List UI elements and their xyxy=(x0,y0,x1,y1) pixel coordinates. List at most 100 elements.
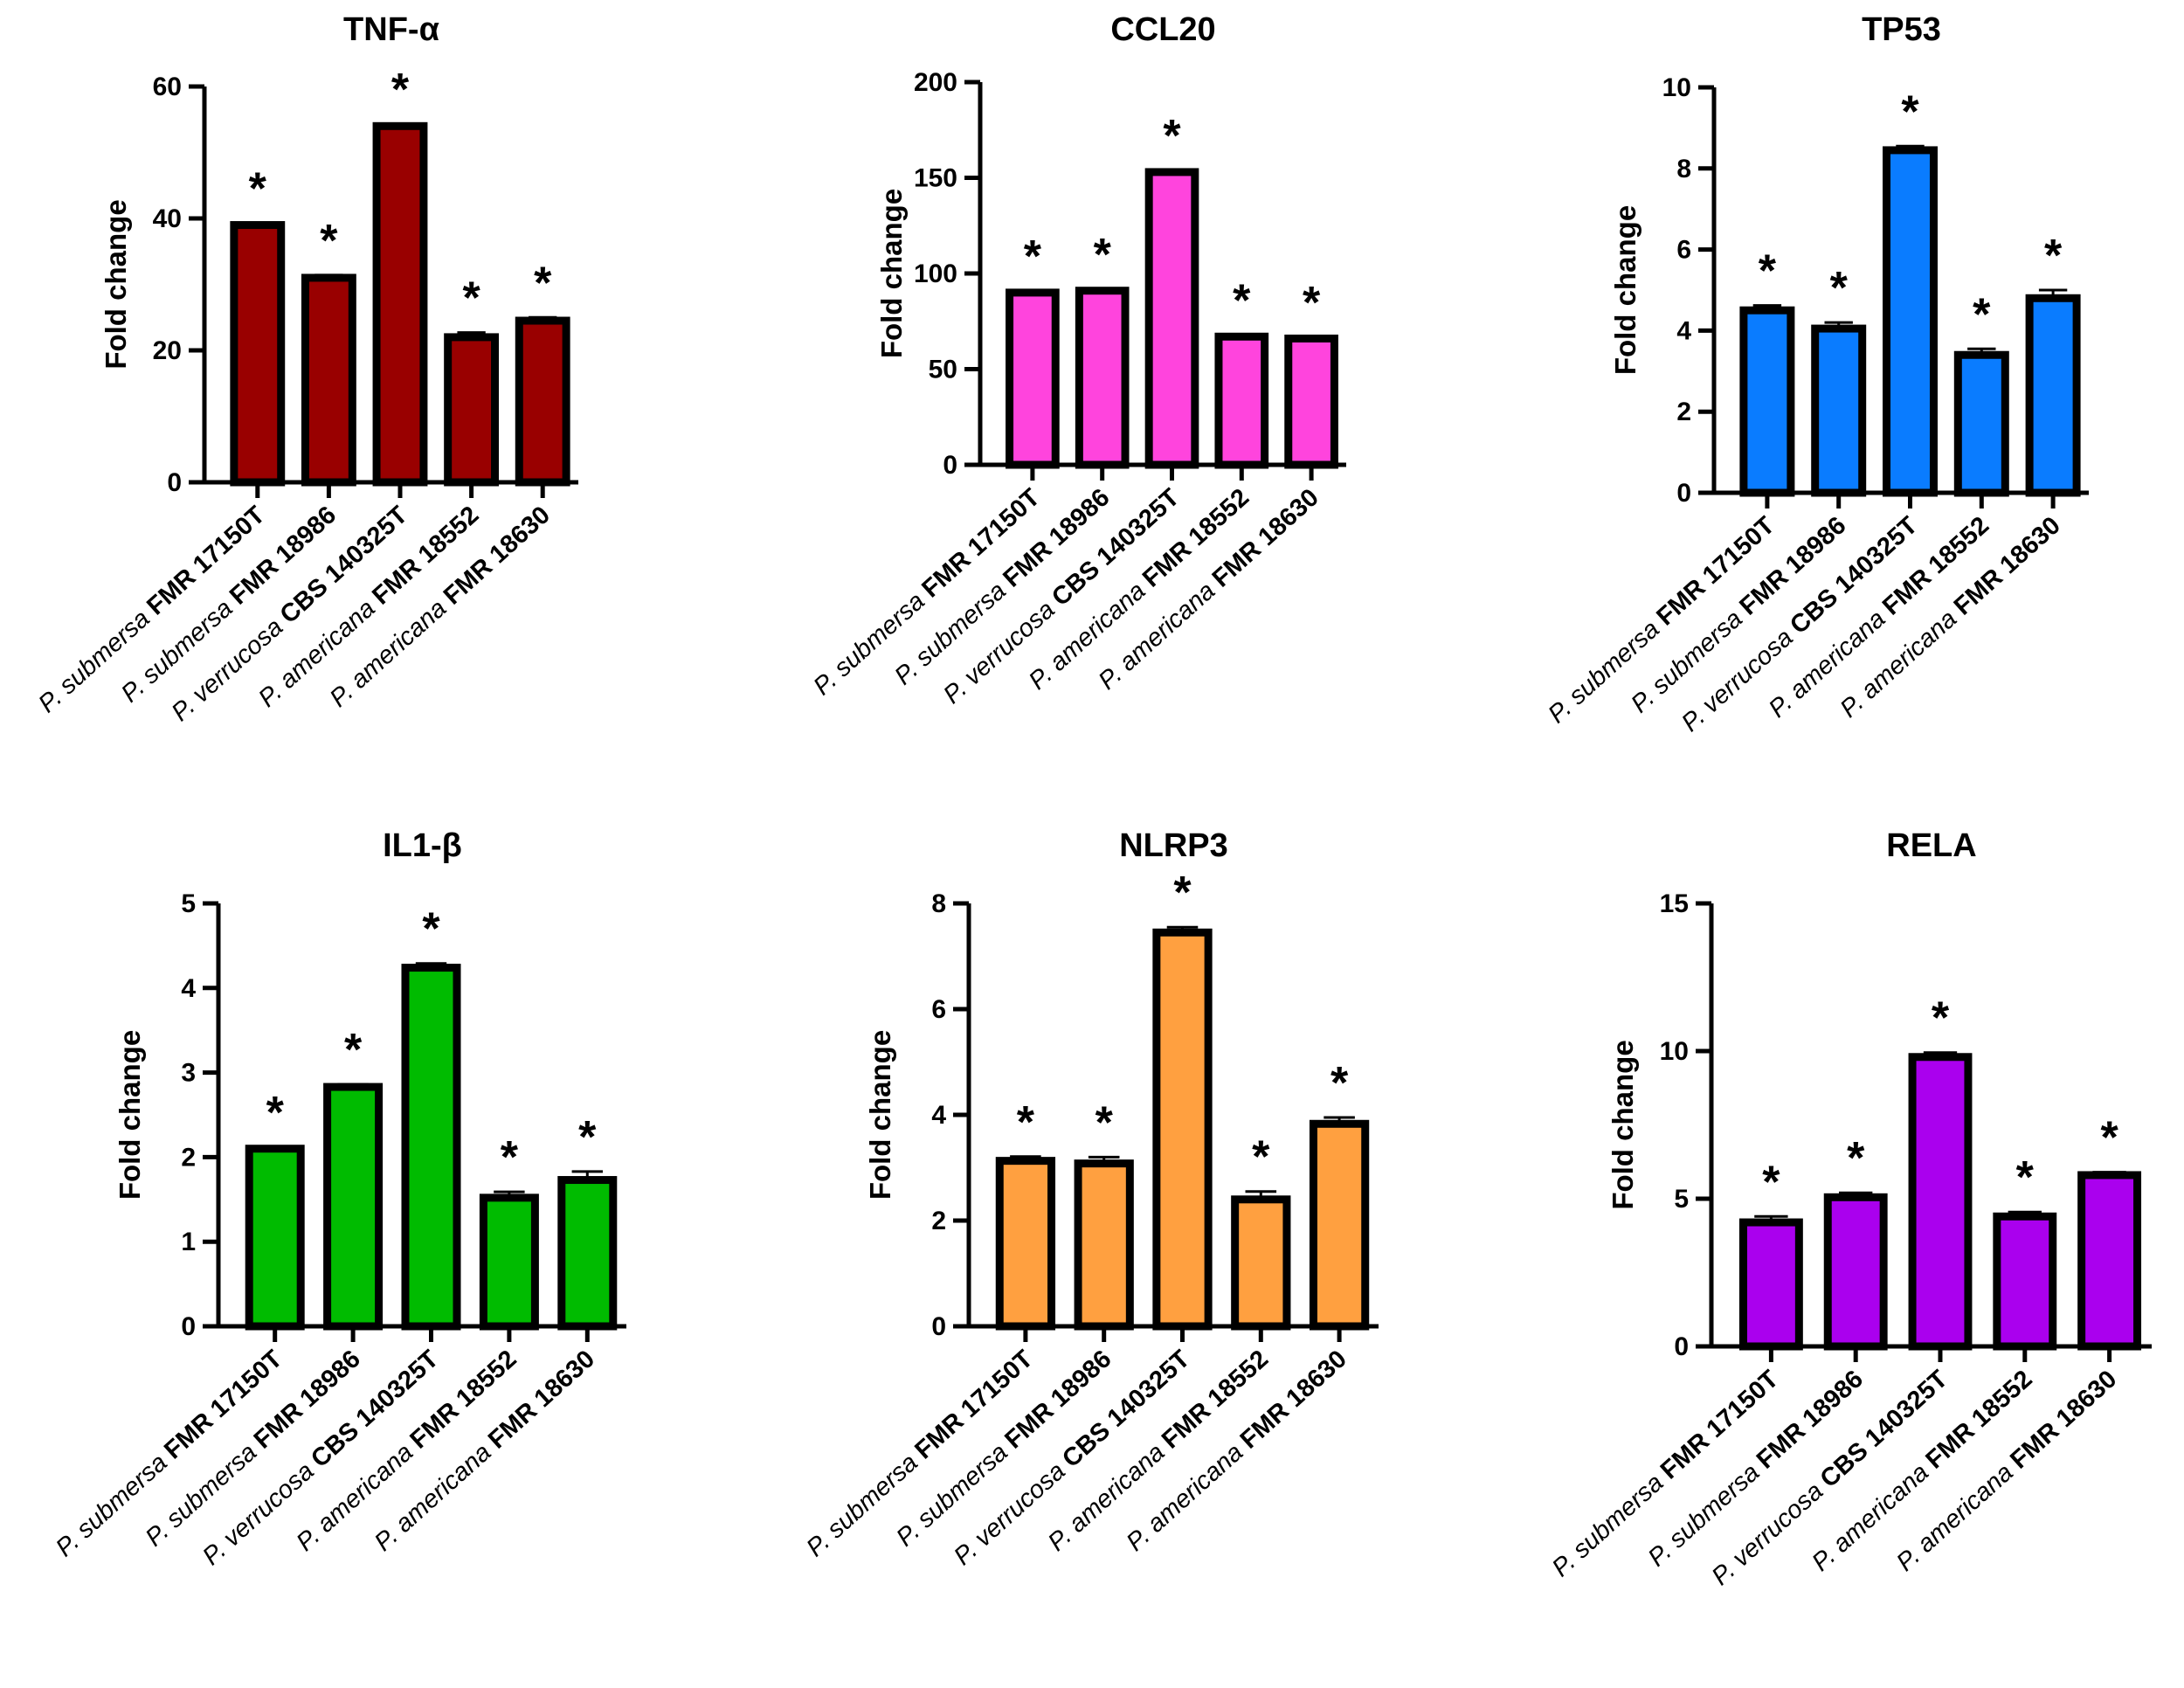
species-name: P. americana xyxy=(1764,600,1897,723)
bar xyxy=(1993,1212,2057,1351)
significance-marker: * xyxy=(1252,1132,1270,1183)
y-tick-label: 8 xyxy=(931,889,946,918)
bar xyxy=(995,1157,1056,1331)
y-axis-label: Fold change xyxy=(100,199,132,369)
chart-title: RELA xyxy=(1886,827,1976,864)
bar xyxy=(245,1145,305,1331)
y-axis-label: Fold change xyxy=(1607,1040,1639,1209)
bar xyxy=(1739,306,1795,497)
y-tick-label: 0 xyxy=(181,1312,196,1341)
significance-marker: * xyxy=(1901,86,1919,137)
significance-marker: * xyxy=(249,163,267,214)
significance-marker: * xyxy=(1094,230,1112,280)
bar xyxy=(479,1193,539,1331)
y-tick-label: 40 xyxy=(153,204,182,233)
species-name: P. americana xyxy=(253,590,386,713)
y-tick-label: 60 xyxy=(153,73,182,101)
y-tick-label: 0 xyxy=(1676,479,1691,508)
significance-marker: * xyxy=(534,258,552,308)
y-tick-label: 0 xyxy=(1674,1332,1689,1361)
bar xyxy=(1006,288,1060,469)
y-tick-label: 4 xyxy=(931,1101,946,1130)
significance-marker: * xyxy=(344,1025,363,1076)
bar xyxy=(1309,1119,1370,1331)
y-tick-label: 2 xyxy=(931,1207,946,1235)
chart-title: IL1-β xyxy=(383,827,462,864)
bar xyxy=(301,273,356,487)
significance-marker: * xyxy=(2044,231,2063,281)
y-tick-label: 100 xyxy=(914,259,957,288)
bar xyxy=(1144,168,1199,469)
significance-marker: * xyxy=(391,65,410,115)
significance-marker: * xyxy=(501,1132,519,1183)
bar xyxy=(1953,350,2009,497)
species-name: P. americana xyxy=(325,590,458,713)
significance-marker: * xyxy=(2016,1152,2035,1203)
y-tick-label: 5 xyxy=(181,889,196,918)
y-tick-label: 10 xyxy=(1660,1037,1689,1066)
y-axis-label: Fold change xyxy=(114,1030,146,1200)
significance-marker: * xyxy=(320,216,338,266)
bar xyxy=(1811,324,1867,497)
y-axis-label: Fold change xyxy=(864,1030,896,1200)
significance-marker: * xyxy=(2100,1113,2118,1164)
y-axis-label: Fold change xyxy=(875,189,908,358)
bar xyxy=(230,221,286,487)
bar xyxy=(1214,332,1269,469)
chart-title: NLRP3 xyxy=(1119,827,1228,864)
y-tick-label: 0 xyxy=(943,451,957,480)
y-tick-label: 150 xyxy=(914,164,957,193)
bar xyxy=(444,333,500,487)
bar xyxy=(1152,928,1213,1331)
bar xyxy=(372,121,428,487)
bar xyxy=(557,1176,618,1331)
y-tick-label: 0 xyxy=(167,468,182,497)
significance-marker: * xyxy=(1759,246,1777,297)
significance-marker: * xyxy=(1973,289,1991,340)
y-tick-label: 1 xyxy=(181,1228,196,1256)
y-tick-label: 50 xyxy=(929,356,957,384)
bar xyxy=(1823,1193,1888,1351)
strain-id: FMR 17150T xyxy=(916,483,1045,603)
y-tick-label: 200 xyxy=(914,68,957,97)
y-tick-label: 4 xyxy=(181,974,196,1003)
y-tick-label: 10 xyxy=(1662,73,1691,102)
significance-marker: * xyxy=(578,1112,597,1163)
y-tick-label: 6 xyxy=(1676,236,1691,265)
bar xyxy=(1883,146,1938,497)
significance-marker: * xyxy=(1330,1058,1349,1109)
species-name: P. americana xyxy=(1835,600,1968,723)
bar xyxy=(1738,1218,1803,1351)
significance-marker: * xyxy=(1303,278,1321,329)
bar xyxy=(1908,1053,1973,1351)
significance-marker: * xyxy=(266,1088,285,1138)
y-tick-label: 2 xyxy=(1676,398,1691,426)
bar xyxy=(2077,1171,2142,1351)
significance-marker: * xyxy=(1017,1097,1035,1148)
bar xyxy=(515,316,570,487)
bar xyxy=(1074,1159,1134,1331)
y-tick-label: 2 xyxy=(181,1143,196,1172)
y-axis-label: Fold change xyxy=(1609,205,1641,375)
species-name: P. americana xyxy=(1094,572,1227,695)
chart-title: TP53 xyxy=(1862,11,1941,48)
significance-marker: * xyxy=(1847,1133,1865,1184)
bar xyxy=(323,1083,384,1331)
y-tick-label: 5 xyxy=(1674,1185,1689,1214)
significance-marker: * xyxy=(1762,1157,1780,1207)
bar xyxy=(2025,294,2081,497)
significance-marker: * xyxy=(1163,111,1181,162)
bar xyxy=(1284,334,1338,469)
bar xyxy=(1231,1195,1291,1331)
y-tick-label: 15 xyxy=(1660,889,1689,918)
significance-marker: * xyxy=(1932,993,1950,1044)
significance-marker: * xyxy=(462,273,480,324)
significance-marker: * xyxy=(1830,263,1849,314)
